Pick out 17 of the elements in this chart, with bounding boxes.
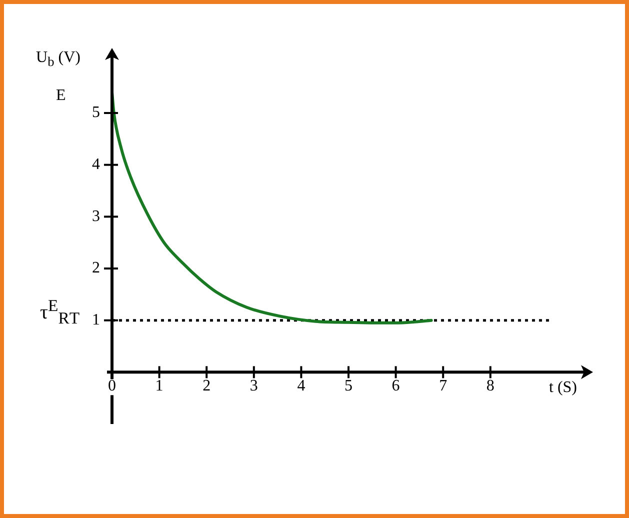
x-tick-label: 5: [344, 377, 352, 394]
x-tick-label: 6: [392, 377, 400, 394]
x-tick-label: 1: [155, 377, 164, 394]
text: E: [56, 87, 66, 104]
x-tick-label: 7: [439, 377, 448, 394]
y-tick-label: 2: [92, 260, 100, 277]
y-tick-label: 4: [92, 156, 100, 174]
x-axis-title: t (S): [549, 379, 577, 396]
x-tick-label: 4: [297, 377, 306, 394]
x-tick-label: 3: [250, 377, 258, 394]
y-tick-label: 1: [92, 312, 100, 329]
x-tick-label: 2: [202, 377, 211, 394]
x-tick-label: 8: [486, 377, 494, 394]
y-axis-title: U$_{b}$ (V): [36, 49, 80, 70]
y-tick-label: 3: [92, 208, 100, 225]
x-tick-label: 0: [108, 377, 116, 394]
y-tick-label: 5: [92, 104, 100, 122]
